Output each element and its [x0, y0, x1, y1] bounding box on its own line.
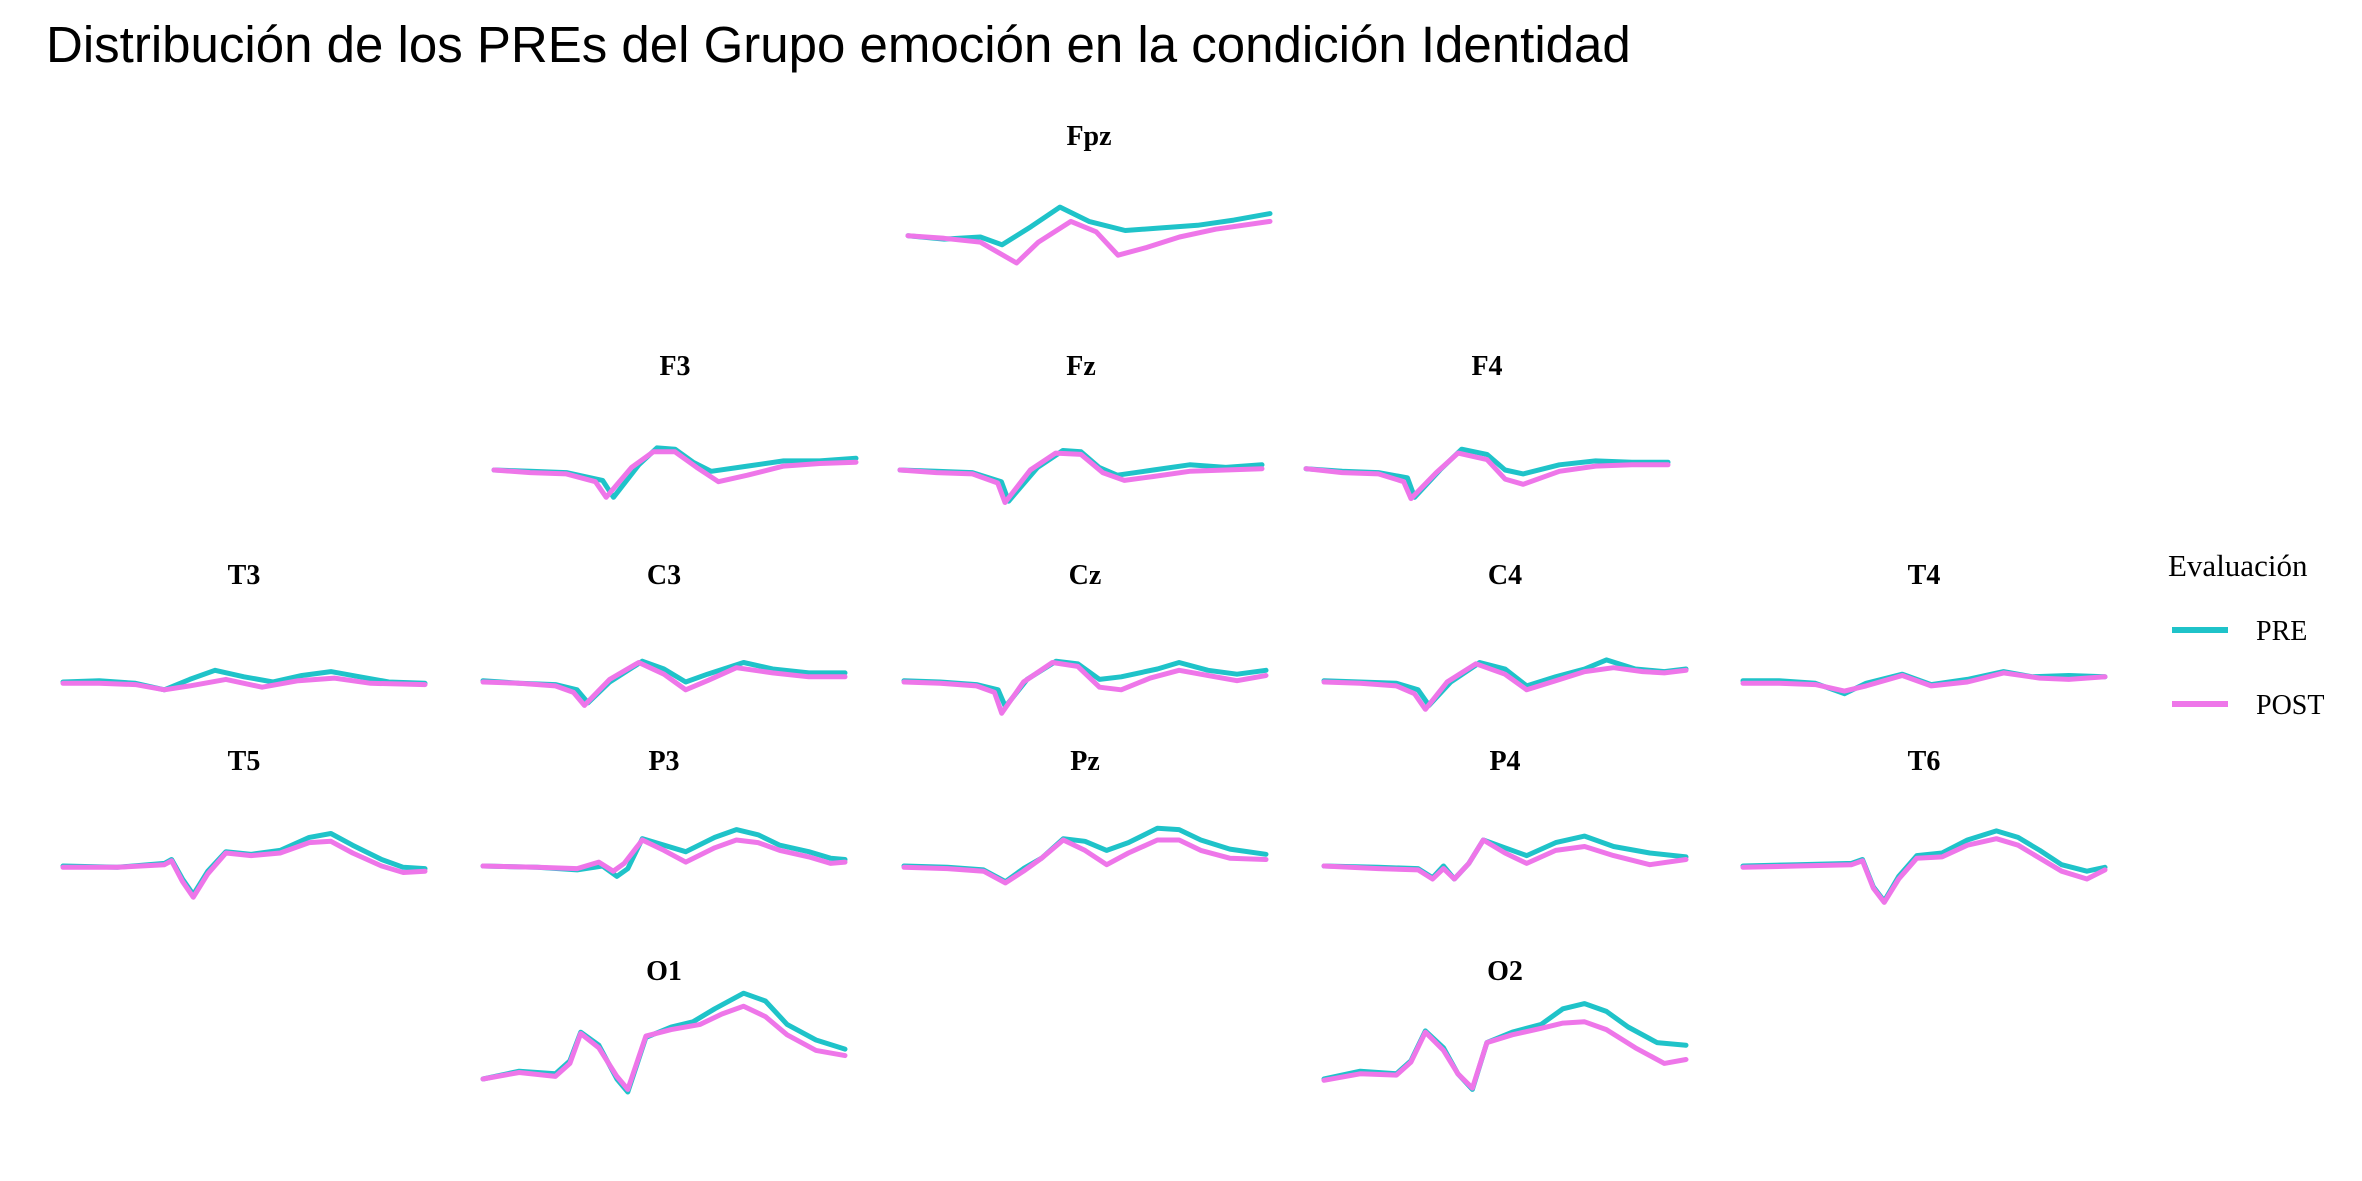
- legend-label-pre: PRE: [2256, 616, 2307, 647]
- series-line-pre-o1: [480, 990, 848, 1095]
- panel-label: Fpz: [1066, 121, 1111, 152]
- panel-label: C4: [1488, 560, 1522, 591]
- series-line-post-c4: [1321, 661, 1689, 712]
- series-line-post-fz: [897, 450, 1265, 505]
- series-line-pre-t3: [60, 667, 428, 693]
- panel-label: P4: [1489, 746, 1520, 777]
- series-line-post-f4: [1303, 450, 1671, 502]
- series-line-pre-fpz: [905, 204, 1273, 248]
- panel-label: C3: [647, 560, 681, 591]
- panel-c3: C3: [480, 560, 848, 708]
- series-line-pre-c3: [480, 658, 848, 706]
- panel-t4: T4: [1740, 560, 2108, 697]
- panel-label: O2: [1487, 956, 1523, 987]
- panel-label: Pz: [1070, 746, 1100, 777]
- panel-fz: Fz: [897, 351, 1265, 505]
- series-line-post-c3: [480, 660, 848, 708]
- series-line-post-t6: [1740, 836, 2108, 905]
- series-line-pre-p4: [1321, 833, 1689, 882]
- series-line-post-f3: [491, 449, 859, 500]
- series-line-post-p4: [1321, 837, 1689, 882]
- panel-label: T4: [1908, 560, 1941, 591]
- panel-label: P3: [648, 746, 679, 777]
- panel-p3: P3: [480, 746, 848, 879]
- series-line-pre-c4: [1321, 657, 1689, 708]
- series-line-post-t4: [1740, 670, 2108, 694]
- panel-pz: Pz: [901, 746, 1269, 886]
- series-line-pre-t5: [60, 831, 428, 898]
- panel-label: F3: [659, 351, 690, 382]
- panel-t6: T6: [1740, 746, 2108, 905]
- series-line-post-p3: [480, 837, 848, 874]
- panel-label: T6: [1908, 746, 1941, 777]
- legend-title: Evaluación: [2168, 548, 2308, 583]
- panel-label: T5: [228, 746, 261, 777]
- series-line-post-o1: [480, 1003, 848, 1092]
- panel-f4: F4: [1303, 351, 1671, 502]
- panel-label: T3: [228, 560, 261, 591]
- panel-f3: F3: [491, 351, 859, 500]
- series-line-post-pz: [901, 837, 1269, 886]
- panel-label: O1: [646, 956, 682, 987]
- chart-title: Distribución de los PREs del Grupo emoci…: [46, 16, 1631, 73]
- panel-fpz: Fpz: [905, 121, 1273, 266]
- legend: Evaluación PRE POST: [2168, 548, 2324, 721]
- series-line-pre-fz: [897, 448, 1265, 504]
- panel-t5: T5: [60, 746, 428, 900]
- panel-label: F4: [1471, 351, 1502, 382]
- panel-cz: Cz: [901, 560, 1269, 716]
- series-line-pre-p3: [480, 827, 848, 879]
- series-line-post-t5: [60, 838, 428, 900]
- series-line-post-fpz: [905, 218, 1273, 266]
- panel-o1: O1: [480, 956, 848, 1095]
- panel-p4: P4: [1321, 746, 1689, 882]
- legend-label-post: POST: [2256, 690, 2324, 721]
- panel-label: Fz: [1066, 351, 1096, 382]
- panel-c4: C4: [1321, 560, 1689, 712]
- panel-o2: O2: [1321, 956, 1689, 1092]
- series-line-post-o2: [1321, 1019, 1689, 1091]
- series-line-post-t3: [60, 675, 428, 693]
- panels-layer: Fpz F3 Fz F4 T3 C3 Cz C4 T4 T5 P3 Pz P4 T6 O1 O2: [60, 121, 2108, 1095]
- panel-label: Cz: [1069, 560, 1102, 591]
- panel-t3: T3: [60, 560, 428, 693]
- series-line-post-cz: [901, 660, 1269, 716]
